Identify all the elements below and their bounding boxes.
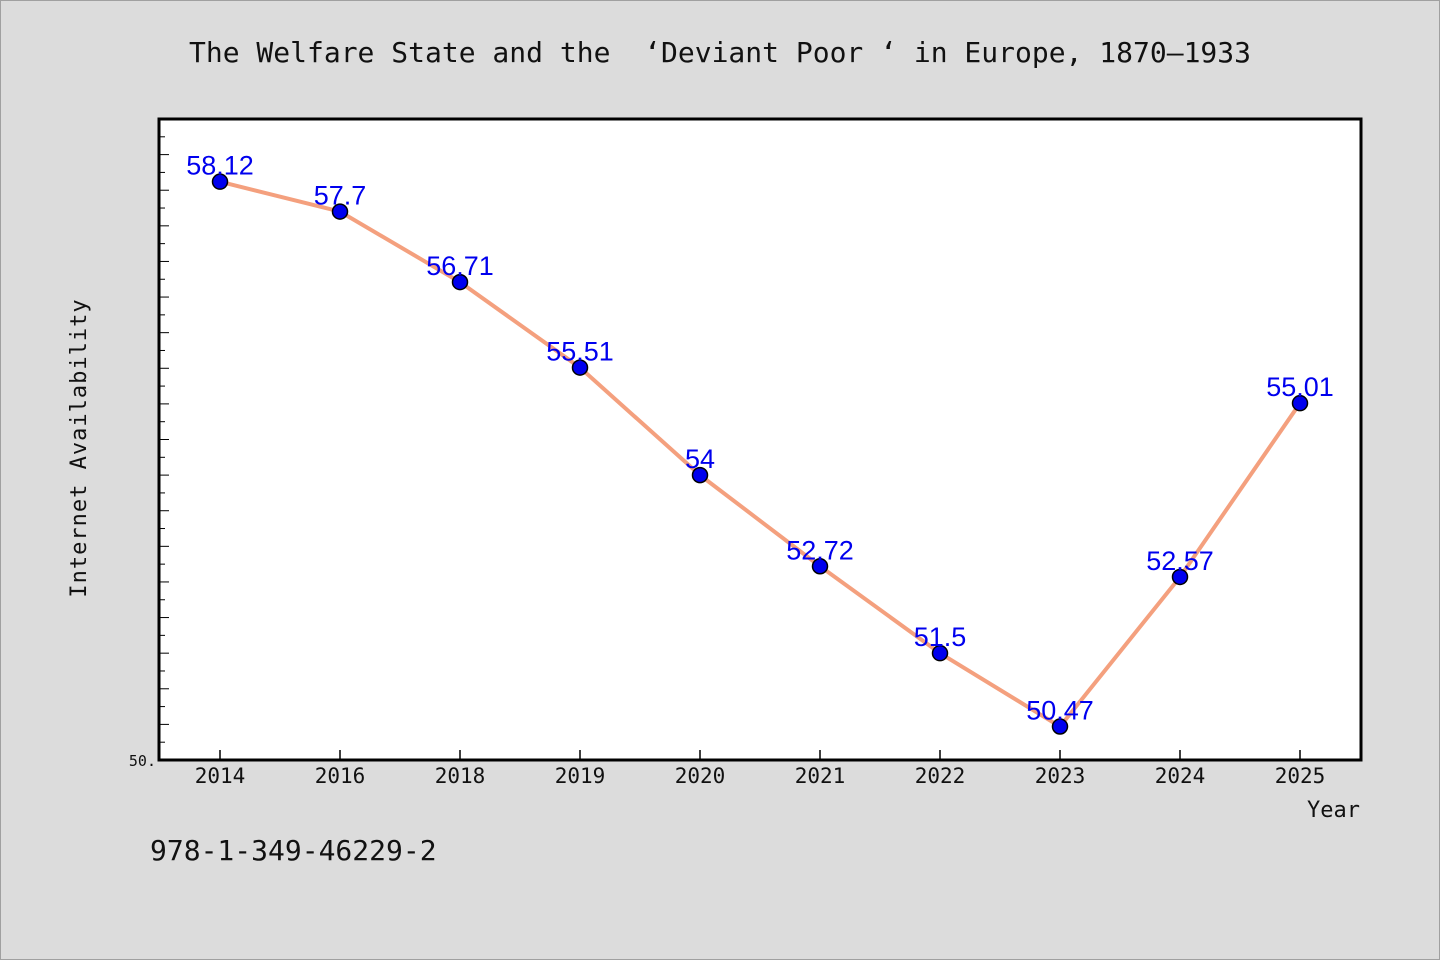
x-tick-label: 2018	[435, 764, 486, 788]
x-tick-label: 2021	[795, 764, 846, 788]
data-point	[331, 203, 349, 220]
data-label: 54	[685, 444, 715, 474]
y-minor-ticks	[159, 136, 169, 743]
plot-area	[157, 117, 1363, 762]
data-label: 51.5	[914, 622, 967, 652]
data-point	[451, 273, 469, 291]
data-point	[1051, 718, 1069, 735]
x-tick-label: 2016	[315, 764, 366, 788]
data-label: 52.72	[786, 535, 854, 565]
data-label: 56.71	[426, 251, 494, 281]
data-label: 55.51	[546, 337, 614, 367]
data-point	[1291, 394, 1309, 412]
data-point	[691, 466, 709, 484]
isbn-text: 978-1-349-46229-2	[150, 834, 437, 867]
data-point	[571, 359, 589, 376]
data-point	[1171, 568, 1189, 586]
x-tick-label: 2022	[915, 764, 966, 788]
x-tick-label: 2024	[1155, 764, 1206, 788]
data-label: 52.57	[1146, 546, 1214, 576]
x-axis-label: Year	[1307, 798, 1360, 823]
data-labels: 58.12 57.7 56.71 55.51 54 52.72 51.5 50.47 52.57…	[186, 151, 1334, 726]
data-label: 57.7	[314, 181, 367, 211]
data-point	[811, 558, 829, 575]
y-axis-label: Internet Availability	[67, 298, 92, 597]
data-label: 55.01	[1266, 372, 1334, 402]
data-point	[211, 173, 229, 190]
x-tick-label: 2023	[1035, 764, 1086, 788]
data-label: 50.47	[1026, 696, 1094, 726]
x-tick-label: 2025	[1275, 764, 1326, 788]
y-tick-label: 50.	[129, 752, 156, 770]
x-tick-label: 2020	[675, 764, 726, 788]
chart-title: The Welfare State and the ‘Deviant Poor …	[188, 36, 1252, 69]
x-tick-label: 2019	[555, 764, 606, 788]
x-ticks: 2014 2016 2018 2019 2020 2021 2022 2023 2024 2025	[195, 750, 1326, 788]
data-label: 58.12	[186, 151, 254, 181]
data-point	[931, 644, 949, 662]
series-markers	[211, 173, 1309, 735]
series-line	[219, 179, 1302, 729]
x-tick-label: 2014	[195, 764, 246, 788]
